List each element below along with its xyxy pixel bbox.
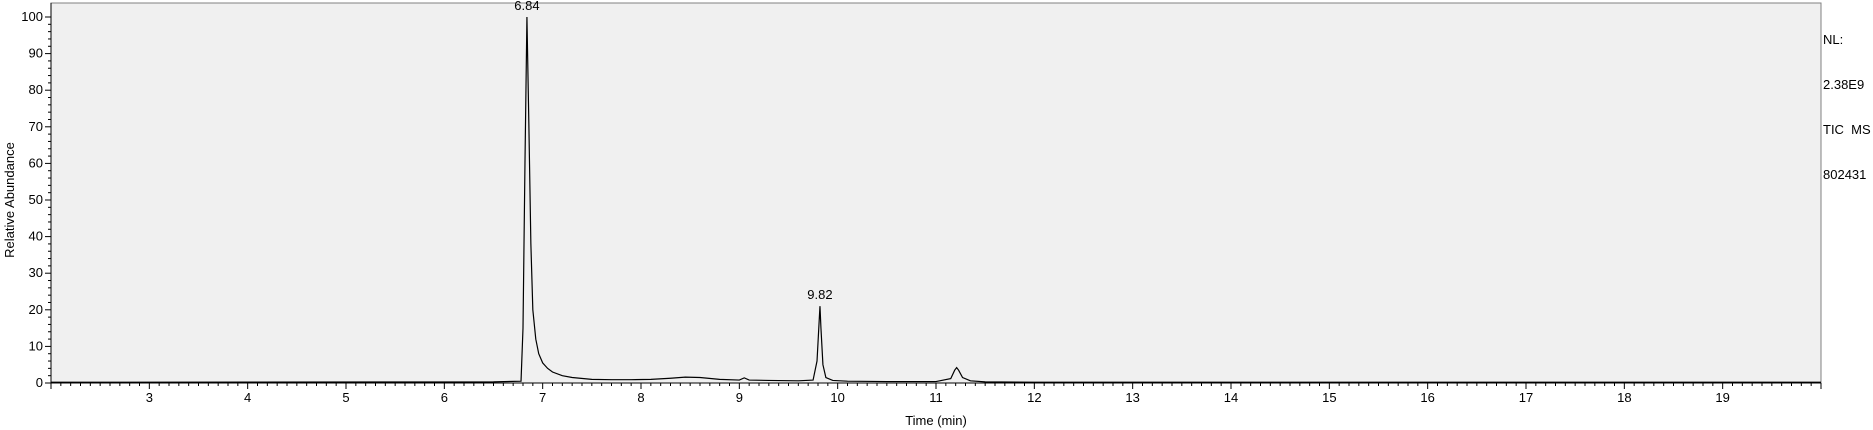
x-tick-label: 3 (146, 390, 153, 405)
x-tick-label: 4 (244, 390, 251, 405)
x-tick-label: 11 (929, 390, 943, 405)
tick-labels: 3 4 5 6 7 8 9 10 11 12 13 14 15 16 17 18 19 0 10 20 30 40 50 60… (21, 9, 1730, 405)
y-tick-label: 40 (29, 229, 43, 244)
x-tick-label: 10 (830, 390, 844, 405)
tic-trace (50, 16, 1821, 383)
plot-area (50, 2, 1822, 384)
info-panel: NL: 2.38E9 TIC MS 802431 (1823, 2, 1871, 197)
y-tick-label: 60 (29, 155, 43, 170)
x-tick-label: 14 (1224, 390, 1238, 405)
x-tick-label: 16 (1420, 390, 1434, 405)
peak-annotations: 6.84 9.82 (514, 0, 832, 302)
y-tick-label: 80 (29, 82, 43, 97)
y-tick-label: 70 (29, 119, 43, 134)
y-tick-label: 20 (29, 302, 43, 317)
x-tick-label: 7 (539, 390, 546, 405)
x-tick-label: 18 (1617, 390, 1631, 405)
x-tick-label: 9 (736, 390, 743, 405)
nl-value: 2.38E9 (1823, 77, 1865, 92)
x-tick-label: 13 (1125, 390, 1139, 405)
scan-filter: TIC MS (1823, 122, 1871, 137)
x-axis-title: Time (min) (905, 413, 967, 428)
x-tick-label: 12 (1027, 390, 1041, 405)
y-tick-label: 30 (29, 265, 43, 280)
x-tick-label: 15 (1322, 390, 1336, 405)
y-tick-label: 100 (21, 9, 43, 24)
x-tick-label: 17 (1519, 390, 1533, 405)
x-tick-label: 19 (1715, 390, 1729, 405)
y-tick-label: 0 (36, 375, 43, 390)
y-tick-label: 10 (29, 338, 43, 353)
y-axis-title: Relative Abundance (2, 142, 17, 258)
sample-id: 802431 (1823, 167, 1867, 182)
nl-label: NL: (1823, 32, 1844, 47)
x-tick-label: 8 (637, 390, 644, 405)
x-tick-label: 6 (441, 390, 448, 405)
axis-ticks (45, 3, 1822, 389)
peak-label: 6.84 (514, 0, 539, 13)
y-tick-label: 90 (29, 46, 43, 61)
peak-label: 9.82 (807, 287, 832, 302)
y-tick-label: 50 (29, 192, 43, 207)
x-tick-label: 5 (342, 390, 349, 405)
